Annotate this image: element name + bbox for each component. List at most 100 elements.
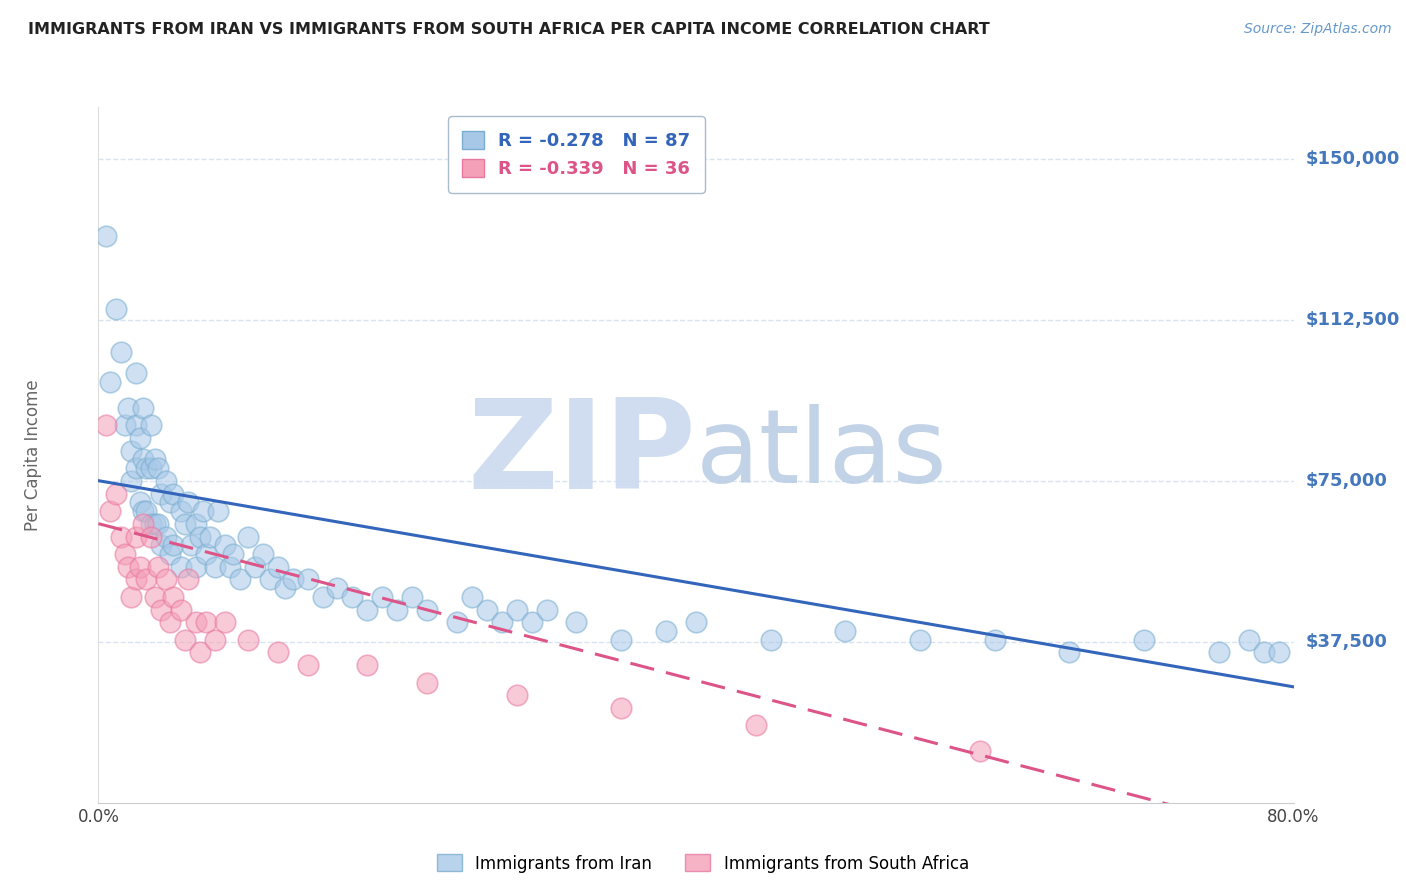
Point — [150, 602, 173, 616]
Point — [461, 590, 484, 604]
Point — [135, 573, 157, 587]
Point — [139, 529, 162, 543]
Point — [184, 516, 207, 531]
Point — [311, 590, 333, 604]
Text: Source: ZipAtlas.com: Source: ZipAtlas.com — [1244, 22, 1392, 37]
Point — [267, 645, 290, 659]
Point — [565, 615, 588, 630]
Point — [117, 559, 139, 574]
Point — [169, 602, 191, 616]
Point — [259, 573, 281, 587]
Point — [908, 632, 931, 647]
Point — [401, 590, 423, 604]
Text: IMMIGRANTS FROM IRAN VS IMMIGRANTS FROM SOUTH AFRICA PER CAPITA INCOME CORRELATI: IMMIGRANTS FROM IRAN VS IMMIGRANTS FROM … — [28, 22, 990, 37]
Point — [94, 228, 117, 243]
Point — [132, 401, 155, 415]
Point — [356, 602, 378, 616]
Point — [610, 632, 633, 647]
Text: $112,500: $112,500 — [1305, 310, 1400, 328]
Point — [207, 504, 229, 518]
Point — [983, 632, 1005, 647]
Point — [685, 615, 707, 630]
Point — [267, 559, 290, 574]
Point — [1133, 632, 1156, 647]
Point — [834, 624, 856, 638]
Text: $37,500: $37,500 — [1305, 632, 1388, 651]
Point — [214, 615, 236, 630]
Point — [520, 615, 543, 630]
Point — [655, 624, 678, 638]
Point — [120, 474, 142, 488]
Point — [475, 602, 498, 616]
Point — [132, 452, 155, 467]
Point — [184, 559, 207, 574]
Point — [114, 417, 136, 432]
Point — [125, 417, 148, 432]
Point — [105, 486, 128, 500]
Point — [132, 516, 155, 531]
Point — [180, 538, 202, 552]
Point — [155, 474, 177, 488]
Point — [139, 516, 162, 531]
Point — [385, 602, 409, 616]
Point — [536, 602, 558, 616]
Point — [416, 675, 439, 690]
Text: atlas: atlas — [696, 404, 948, 506]
Point — [120, 590, 142, 604]
Point — [114, 547, 136, 561]
Text: $150,000: $150,000 — [1305, 150, 1400, 168]
Point — [969, 744, 991, 758]
Point — [252, 547, 274, 561]
Point — [143, 516, 166, 531]
Point — [139, 460, 162, 475]
Point — [1237, 632, 1260, 647]
Point — [117, 401, 139, 415]
Point — [150, 486, 173, 500]
Point — [297, 658, 319, 673]
Point — [162, 486, 184, 500]
Point — [229, 573, 252, 587]
Point — [139, 417, 162, 432]
Point — [129, 495, 152, 509]
Point — [326, 581, 349, 595]
Point — [194, 547, 218, 561]
Point — [98, 504, 122, 518]
Point — [194, 615, 218, 630]
Point — [200, 529, 222, 543]
Point — [236, 632, 259, 647]
Point — [125, 529, 148, 543]
Point — [159, 615, 181, 630]
Point — [281, 573, 304, 587]
Point — [148, 516, 170, 531]
Point — [188, 645, 211, 659]
Point — [506, 602, 529, 616]
Point — [174, 516, 197, 531]
Point — [177, 495, 200, 509]
Legend: Immigrants from Iran, Immigrants from South Africa: Immigrants from Iran, Immigrants from So… — [430, 847, 976, 880]
Point — [98, 375, 122, 389]
Point — [1059, 645, 1081, 659]
Point — [129, 431, 152, 445]
Point — [155, 529, 177, 543]
Point — [120, 443, 142, 458]
Point — [342, 590, 364, 604]
Point — [297, 573, 319, 587]
Legend: R = -0.278   N = 87, R = -0.339   N = 36: R = -0.278 N = 87, R = -0.339 N = 36 — [449, 116, 704, 193]
Point — [159, 495, 181, 509]
Point — [162, 590, 184, 604]
Point — [184, 615, 207, 630]
Point — [143, 590, 166, 604]
Point — [148, 559, 170, 574]
Point — [162, 538, 184, 552]
Point — [132, 504, 155, 518]
Point — [110, 529, 132, 543]
Point — [222, 547, 245, 561]
Text: Per Capita Income: Per Capita Income — [24, 379, 42, 531]
Point — [356, 658, 378, 673]
Point — [125, 460, 148, 475]
Point — [204, 632, 226, 647]
Point — [245, 559, 267, 574]
Point — [174, 632, 197, 647]
Point — [125, 573, 148, 587]
Point — [371, 590, 394, 604]
